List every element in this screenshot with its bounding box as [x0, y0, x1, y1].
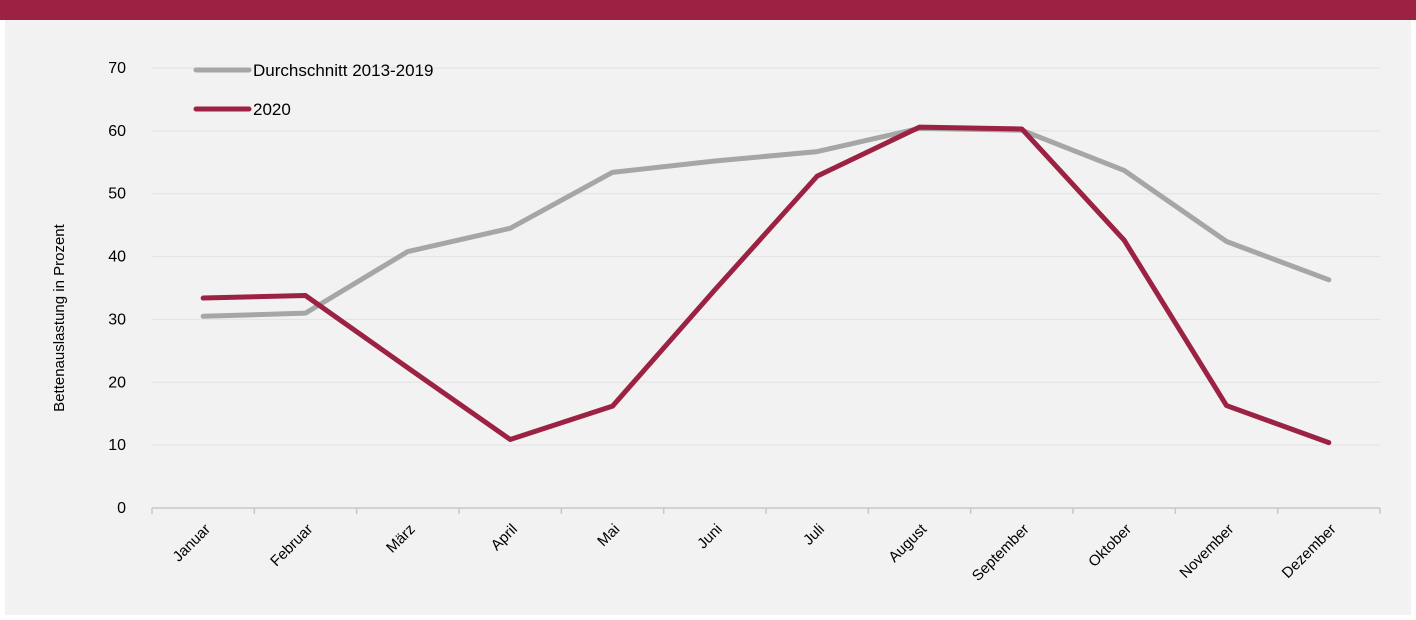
y-tick-label: 0	[117, 500, 126, 517]
x-tick-labels: Januar Februar März April Mai Juni Juli August S…	[170, 520, 1340, 584]
y-tick-label: 70	[108, 60, 126, 77]
y-tick-labels: 0 10 20 30 40 50 60 70	[108, 60, 126, 517]
y-tick-label: 40	[108, 249, 126, 266]
data-point	[508, 226, 513, 231]
data-point	[1224, 403, 1229, 408]
legend-label: 2020	[253, 100, 291, 119]
data-point	[1019, 126, 1024, 131]
gridlines	[152, 67, 1380, 446]
data-point	[712, 159, 717, 164]
x-tick-label: Januar	[170, 521, 214, 565]
data-point	[1326, 277, 1331, 282]
x-tick-label: Juli	[800, 521, 828, 549]
axes	[151, 507, 1381, 514]
y-tick-label: 60	[108, 123, 126, 140]
y-tick-label: 20	[108, 374, 126, 391]
x-tick-label: September	[969, 521, 1033, 585]
data-point	[1122, 238, 1127, 243]
data-point	[303, 311, 308, 316]
data-point	[815, 174, 820, 179]
series-lines	[200, 124, 1332, 446]
y-tick-label: 10	[108, 437, 126, 454]
x-tick-label: Mai	[594, 521, 623, 550]
data-point	[610, 404, 615, 409]
chart-panel: 0 10 20 30 40 50 60 70 Januar Februar März April Ma…	[5, 20, 1411, 615]
data-point	[1224, 239, 1229, 244]
data-point	[201, 296, 206, 301]
y-tick-label: 50	[108, 186, 126, 203]
series-line-2	[200, 124, 1332, 446]
line-chart: 0 10 20 30 40 50 60 70 Januar Februar März April Ma…	[51, 60, 1381, 585]
y-tick-label: 30	[108, 311, 126, 328]
data-point	[917, 125, 922, 130]
x-tick-label: Juni	[694, 521, 725, 552]
data-point	[1326, 440, 1331, 445]
x-tick-label: Oktober	[1085, 521, 1135, 571]
data-point	[405, 365, 410, 370]
x-tick-label: März	[383, 521, 419, 557]
data-point	[1122, 168, 1127, 173]
series-line-1	[200, 125, 1332, 319]
data-point	[712, 287, 717, 292]
header-banner	[0, 0, 1416, 20]
data-point	[610, 170, 615, 175]
legend-label: Durchschnitt 2013-2019	[253, 61, 434, 80]
legend: Durchschnitt 2013-2019 2020	[193, 61, 434, 119]
data-point	[303, 293, 308, 298]
data-point	[405, 249, 410, 254]
x-tick-label: Februar	[267, 521, 316, 570]
x-tick-label: April	[488, 521, 521, 554]
y-axis-label: Bettenauslastung in Prozent	[51, 223, 68, 411]
x-tick-label: November	[1176, 521, 1237, 582]
x-tick-label: August	[885, 520, 931, 566]
data-point	[508, 437, 513, 442]
data-point	[201, 314, 206, 319]
x-tick-label: Dezember	[1279, 521, 1340, 582]
data-point	[815, 149, 820, 154]
